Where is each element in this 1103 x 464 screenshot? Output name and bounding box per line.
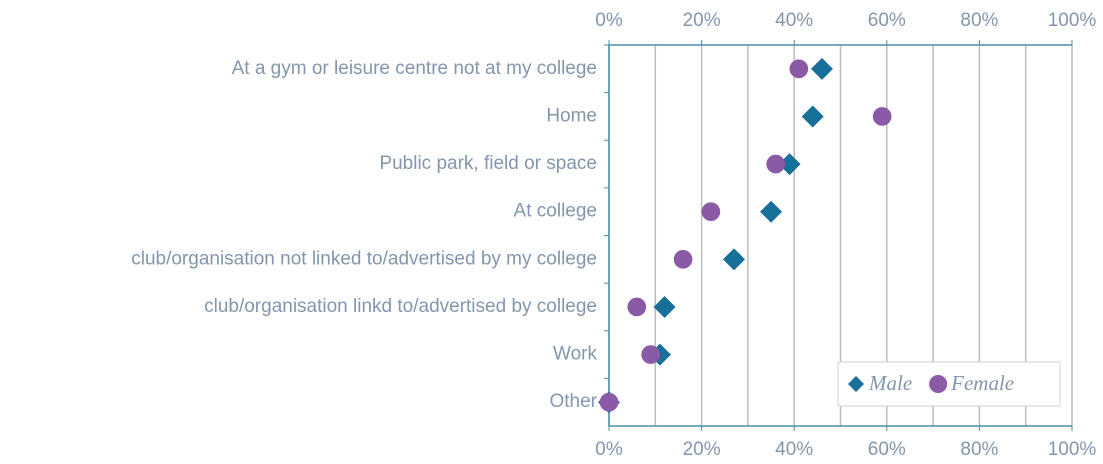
y-tick-label: Other	[549, 391, 597, 412]
x-tick-label: 100%	[1048, 439, 1097, 460]
marker-male	[801, 105, 824, 128]
marker-female	[627, 297, 647, 317]
x-tick-label: 60%	[868, 10, 906, 31]
x-tick-label: 80%	[960, 10, 998, 31]
legend-marker	[929, 375, 948, 393]
y-tick-label: At college	[514, 201, 597, 222]
x-tick-label: 100%	[1048, 10, 1097, 31]
legend-label: Male	[868, 371, 912, 395]
marker-female	[701, 202, 721, 222]
marker-female	[673, 249, 693, 269]
x-tick-label: 20%	[683, 439, 721, 460]
y-tick-label: club/organisation not linked to/advertis…	[131, 248, 597, 269]
x-tick-label: 0%	[595, 439, 623, 460]
marker-male	[653, 295, 676, 318]
marker-female	[789, 59, 809, 79]
x-tick-label: 60%	[868, 439, 906, 460]
marker-male	[810, 57, 833, 80]
y-tick-label: Public park, field or space	[379, 153, 597, 174]
y-tick-label: Work	[553, 344, 597, 365]
marker-male	[723, 248, 746, 271]
x-tick-label: 40%	[775, 10, 813, 31]
x-tick-label: 80%	[960, 439, 998, 460]
legend-box	[837, 361, 1061, 407]
x-tick-label: 0%	[595, 10, 623, 31]
y-tick-label: club/organisation linkd to/advertised by…	[204, 296, 597, 317]
y-tick-label: At a gym or leisure centre not at my col…	[232, 58, 597, 79]
x-tick-label: 20%	[683, 10, 721, 31]
legend-marker	[848, 376, 864, 392]
x-tick-label: 40%	[775, 439, 813, 460]
marker-female	[641, 345, 661, 364]
marker-male	[778, 153, 801, 176]
marker-female	[599, 392, 619, 412]
marker-female	[766, 154, 786, 174]
y-tick-label: Home	[546, 105, 597, 126]
marker-female	[872, 107, 892, 126]
legend-label: Female	[950, 371, 1014, 395]
marker-male	[760, 200, 783, 223]
